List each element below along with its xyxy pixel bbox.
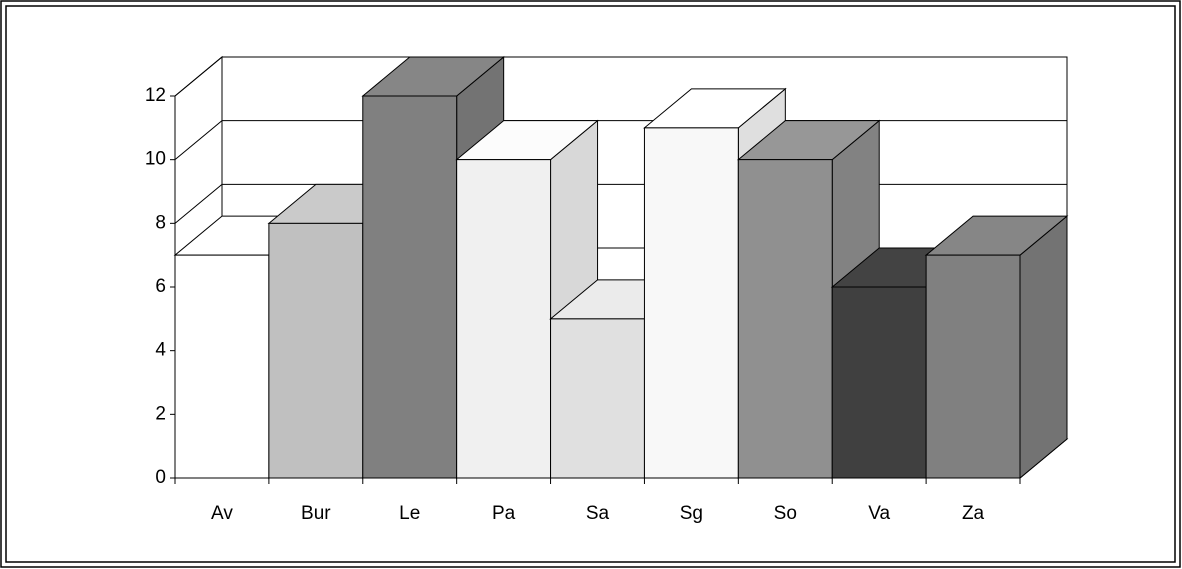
x-tick-label: Pa <box>492 503 516 524</box>
x-tick-label: Za <box>962 503 985 524</box>
bar-front <box>268 222 364 479</box>
inner-frame <box>5 5 1176 563</box>
x-tick-label: Le <box>399 503 420 524</box>
x-tick-label: Sa <box>586 503 610 524</box>
x-tick-label: Sg <box>680 503 703 524</box>
y-tick-label: 0 <box>155 467 166 488</box>
bar-side <box>1019 215 1068 480</box>
x-tick-label: Bur <box>301 503 331 524</box>
bar-front <box>362 95 458 479</box>
x-tick-label: Av <box>211 503 233 524</box>
bar-front <box>831 286 927 479</box>
grid-line <box>174 56 1067 97</box>
y-tick-label: 10 <box>145 149 166 170</box>
y-tick-label: 6 <box>155 276 166 297</box>
x-tick-label: Va <box>868 503 890 524</box>
x-tick-label: So <box>774 503 797 524</box>
bar-front <box>550 318 645 479</box>
y-tick-label: 2 <box>155 403 166 424</box>
y-tick-label: 12 <box>145 85 166 106</box>
y-tick-label: 4 <box>155 340 166 361</box>
bar-front <box>456 159 552 479</box>
y-tick-label: 8 <box>155 212 166 233</box>
bar-front <box>643 127 739 479</box>
bar <box>924 215 1069 480</box>
bar <box>455 119 599 480</box>
bar-front <box>737 159 833 479</box>
bar-front <box>925 254 1021 479</box>
bar-front <box>174 254 270 479</box>
